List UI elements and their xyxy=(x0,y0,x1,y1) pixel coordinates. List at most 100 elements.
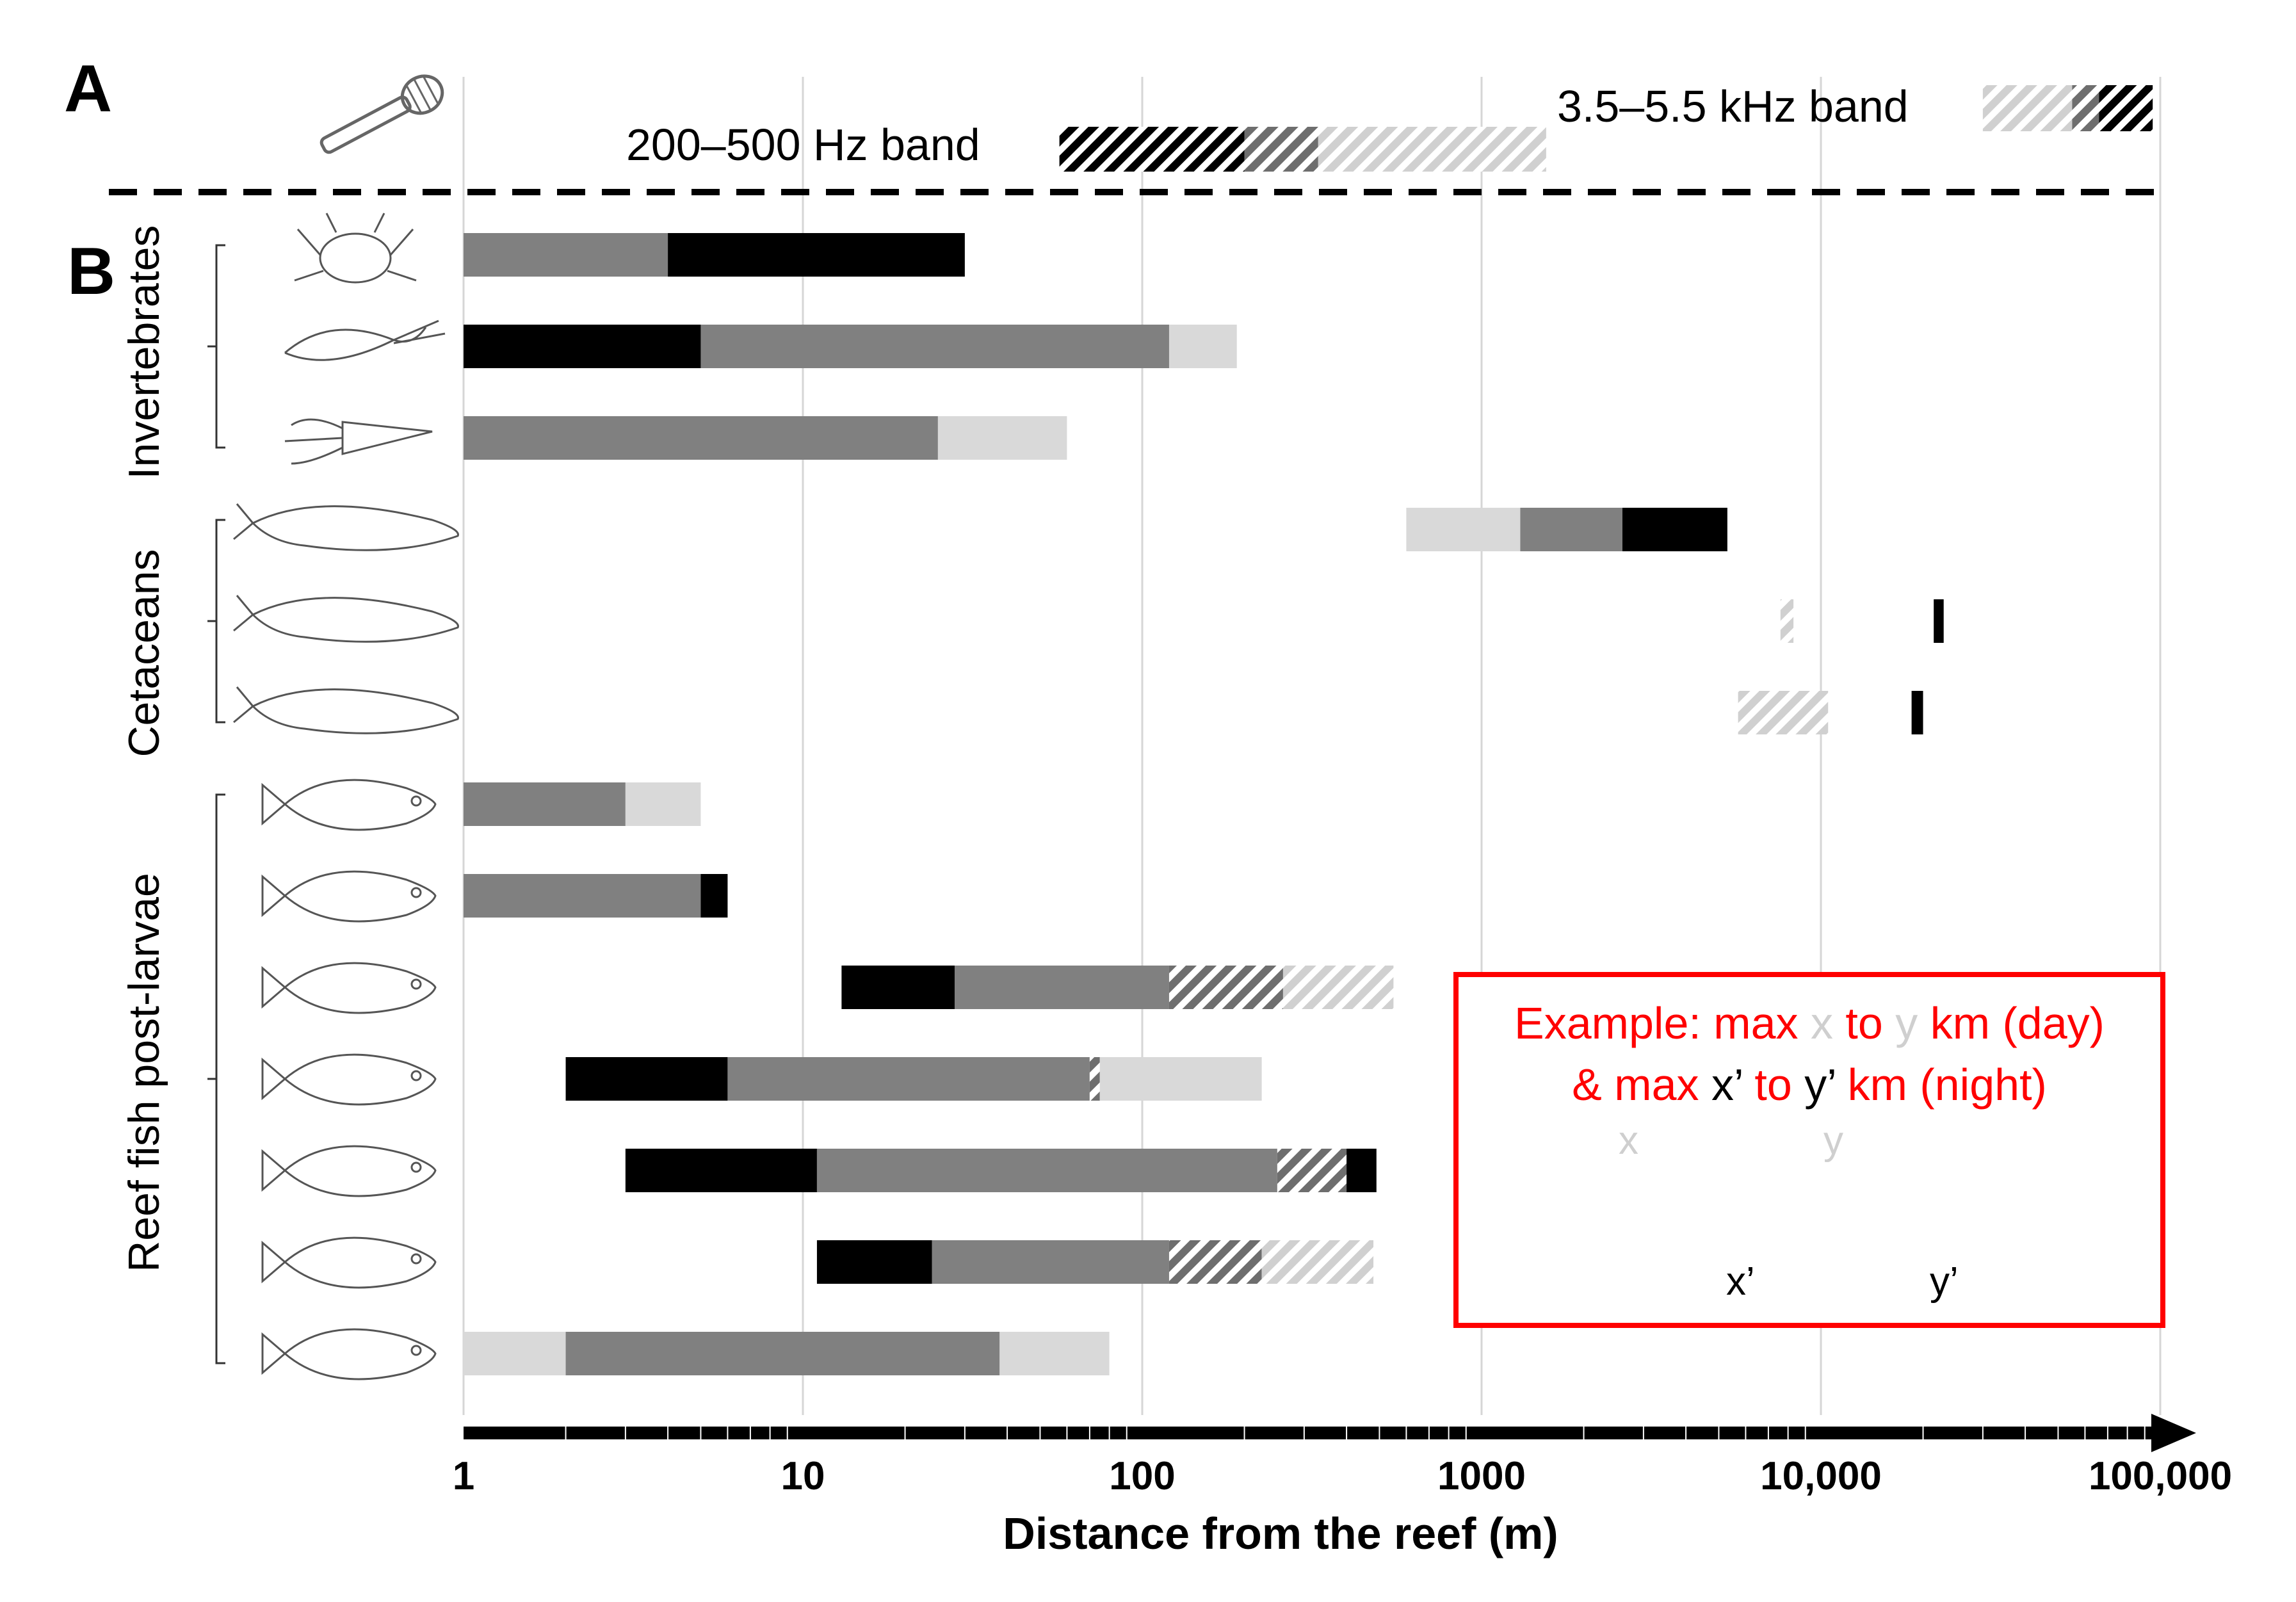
range-bar-row10-seg0 xyxy=(625,1149,817,1192)
legend-y-label: y xyxy=(1823,1119,1843,1163)
range-bar-row9-seg2 xyxy=(1089,1057,1100,1101)
legend-line-1-x: x xyxy=(1810,998,1833,1048)
range-bar-row3-seg2 xyxy=(1622,508,1727,551)
range-bar-row3-seg1 xyxy=(1520,508,1622,551)
high-band-segment-1 xyxy=(2072,85,2099,131)
whale-icon xyxy=(233,503,459,551)
high-band-segment-0 xyxy=(1982,85,2073,131)
gridlines xyxy=(462,77,2162,1415)
legend-line-2-c: km (night) xyxy=(1835,1060,2047,1110)
range-bar-row12-seg0 xyxy=(464,1332,566,1375)
high-band-label: 3.5–5.5 kHz band xyxy=(1557,81,1909,131)
triggerfish-icon xyxy=(261,1236,437,1289)
range-bar-row5-seg0 xyxy=(1738,691,1829,734)
x-axis-arrow xyxy=(2151,1414,2196,1452)
crab-icon xyxy=(294,213,417,284)
range-bar-row8-seg1 xyxy=(954,966,1169,1009)
range-bar-row11-seg1 xyxy=(932,1240,1169,1284)
legend-line-1: Example: max x to y km (day) xyxy=(1459,998,2160,1049)
x-tick-label-5: 100,000 xyxy=(2088,1454,2233,1498)
snapper-icon xyxy=(261,870,437,923)
range-bar-row1-seg1 xyxy=(700,325,1169,368)
range-bar-row6-seg1 xyxy=(625,782,701,826)
high-band-segment-2 xyxy=(2099,85,2153,131)
dolphin-icon xyxy=(233,686,459,734)
group-bracket-1 xyxy=(207,519,225,724)
group-bracket-2 xyxy=(207,793,225,1364)
x-axis-line xyxy=(464,1427,2154,1439)
range-bar-row1-seg0 xyxy=(464,325,701,368)
low-band-segment-2 xyxy=(1318,127,1546,172)
group-bracket-0 xyxy=(207,244,225,449)
low-band-label: 200–500 Hz band xyxy=(626,120,980,170)
range-bar-row2-seg0 xyxy=(464,416,938,460)
range-bar-row8-seg3 xyxy=(1282,966,1394,1009)
range-bar-row4-seg0 xyxy=(1780,599,1794,643)
legend-yp-label: y’ xyxy=(1930,1259,1959,1304)
range-bar-row2-seg1 xyxy=(937,416,1067,460)
legend-x-label: x xyxy=(1619,1119,1638,1163)
shrimp-icon xyxy=(284,320,446,361)
legend-line-2: & max x’ to y’ km (night) xyxy=(1459,1059,2160,1110)
range-bar-row11-seg0 xyxy=(816,1240,932,1284)
squid-icon xyxy=(284,418,433,465)
group-label-reef-fish: Reef fish post-larvae xyxy=(120,873,168,1272)
panel-b-label: B xyxy=(67,234,116,309)
legend-line-2-y: y’ xyxy=(1804,1060,1836,1110)
range-bar-row1-seg2 xyxy=(1168,325,1237,368)
range-bar-row10-seg2 xyxy=(1277,1149,1347,1192)
low-band-segment-0 xyxy=(1059,127,1245,172)
range-bar-row11-seg3 xyxy=(1261,1240,1374,1284)
x-tick-label-3: 1000 xyxy=(1437,1454,1526,1498)
cardinalfish-icon xyxy=(261,1145,437,1197)
legend-line-2-b: to xyxy=(1742,1060,1805,1110)
sergeant-major-icon xyxy=(261,1328,437,1380)
group-label-cetaceans: Cetaceans xyxy=(120,549,168,757)
range-bar-row0-seg0 xyxy=(464,233,668,277)
group-label-invertebrates: Invertebrates xyxy=(120,225,168,480)
legend-box: Example: max x to y km (day) & max x’ to… xyxy=(1453,972,2165,1328)
range-bar-row12-seg2 xyxy=(999,1332,1110,1375)
x-tick-label-1: 10 xyxy=(780,1454,825,1498)
range-bar-row10-seg3 xyxy=(1346,1149,1377,1192)
legend-xp-label: x’ xyxy=(1726,1259,1755,1304)
range-bar-row9-seg3 xyxy=(1099,1057,1262,1101)
range-bar-row6-seg0 xyxy=(464,782,626,826)
range-bar-row11-seg2 xyxy=(1168,1240,1262,1284)
legend-line-2-x: x’ xyxy=(1711,1060,1742,1110)
range-bar-row10-seg1 xyxy=(816,1149,1277,1192)
legend-line-1-b: to xyxy=(1832,998,1896,1048)
group-brackets xyxy=(207,244,225,1364)
range-bar-row3-seg0 xyxy=(1406,508,1521,551)
range-bar-row8-seg2 xyxy=(1168,966,1283,1009)
range-bar-row12-seg1 xyxy=(565,1332,1000,1375)
legend-line-1-a: Example: max xyxy=(1514,998,1811,1048)
damselfish-icon xyxy=(261,1053,437,1106)
range-bars xyxy=(464,233,1944,1375)
animal-icons xyxy=(233,213,459,1380)
microphone-icon xyxy=(319,74,444,154)
range-bar-row7-seg0 xyxy=(464,874,701,918)
x-tick-label-0: 1 xyxy=(452,1454,475,1498)
legend-line-2-a: & max xyxy=(1572,1060,1711,1110)
low-band-segment-1 xyxy=(1244,127,1318,172)
range-bar-row7-seg1 xyxy=(700,874,728,918)
panel-a-label: A xyxy=(64,52,113,126)
range-bar-row5-seg1 xyxy=(1911,691,1923,734)
band-bars xyxy=(1059,85,2153,172)
x-axis-title: Distance from the reef (m) xyxy=(1003,1509,1558,1558)
x-tick-label-2: 100 xyxy=(1109,1454,1176,1498)
grouper-icon xyxy=(261,779,437,831)
range-bar-row0-seg1 xyxy=(668,233,965,277)
legend-line-1-c: km (day) xyxy=(1918,998,2105,1048)
range-bar-row9-seg0 xyxy=(565,1057,728,1101)
range-bar-row4-seg1 xyxy=(1934,599,1944,643)
range-bar-row8-seg0 xyxy=(841,966,955,1009)
butterflyfish-icon xyxy=(261,962,437,1014)
range-bar-row9-seg1 xyxy=(727,1057,1090,1101)
x-axis xyxy=(464,1414,2196,1452)
x-tick-label-4: 10,000 xyxy=(1760,1454,1882,1498)
beluga-icon xyxy=(233,595,459,643)
